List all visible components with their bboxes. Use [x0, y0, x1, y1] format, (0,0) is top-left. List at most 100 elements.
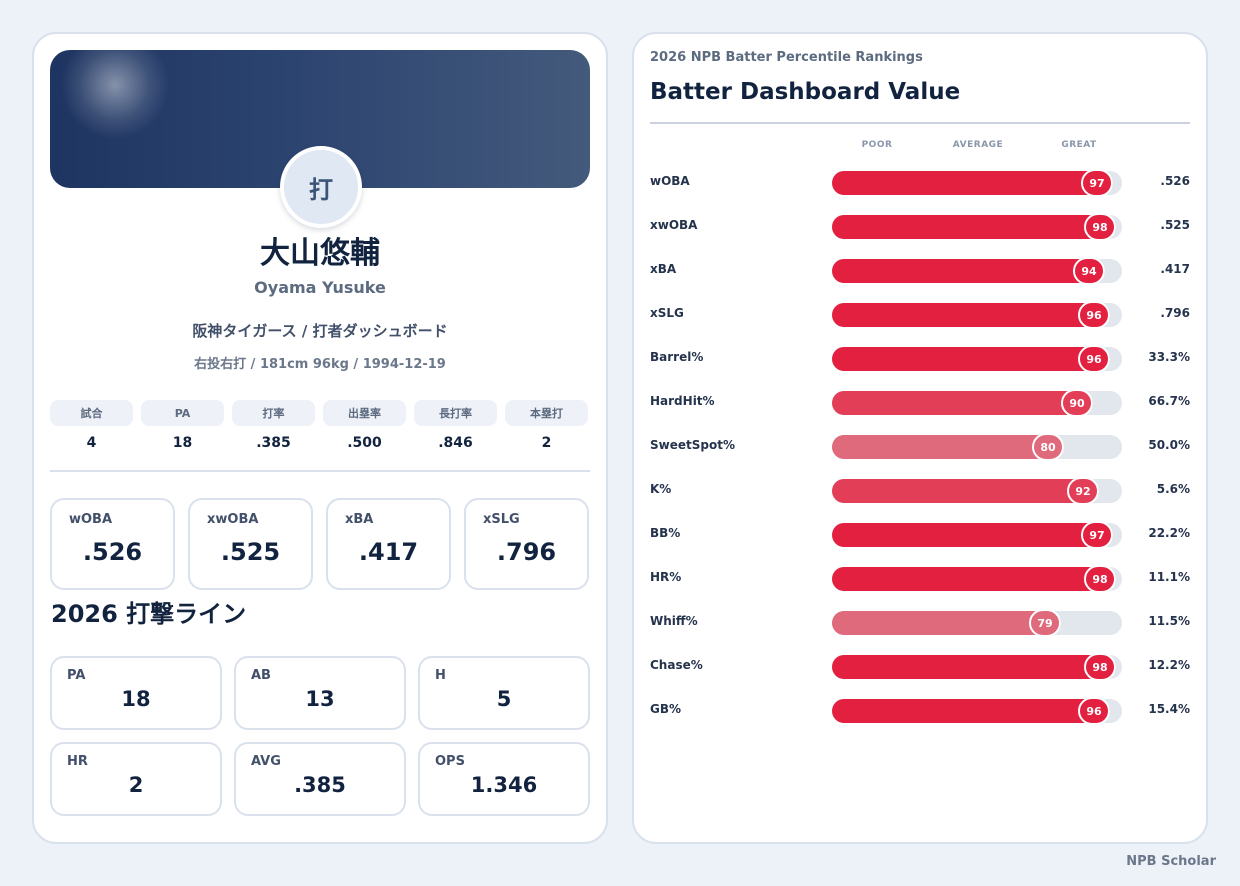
ranking-metric-name: Barrel% — [650, 350, 704, 364]
ranking-row: Whiff% 79 11.5% — [634, 608, 1206, 638]
ranking-metric-name: K% — [650, 482, 672, 496]
percentile-bar-fill — [832, 171, 1113, 195]
batting-line-value: 5 — [496, 687, 512, 711]
percentile-bar-fill — [832, 259, 1105, 283]
summary-header-row: 試合 PA 打率 出塁率 長打率 本塁打 — [50, 400, 590, 426]
metric-card-xba: xBA .417 — [326, 498, 451, 590]
percentile-marker: 98 — [1084, 213, 1116, 241]
percentile-bar-fill — [832, 567, 1116, 591]
percentile-bar-fill — [832, 479, 1099, 503]
ranking-metric-value: 11.1% — [1148, 570, 1190, 584]
metric-value: .796 — [496, 538, 557, 566]
summary-header-pa: PA — [141, 400, 224, 426]
ranking-row: xSLG 96 .796 — [634, 300, 1206, 330]
summary-value-row: 4 18 .385 .500 .846 2 — [50, 426, 590, 460]
percentile-rankings-card: 2026 NPB Batter Percentile Rankings Batt… — [632, 32, 1208, 844]
percentile-bar-track: 98 — [832, 213, 1122, 241]
summary-stats-table: 試合 PA 打率 出塁率 長打率 本塁打 4 18 .385 .500 .846… — [50, 400, 590, 460]
ranking-row: wOBA 97 .526 — [634, 168, 1206, 198]
summary-value-slg: .846 — [438, 435, 473, 451]
ranking-row: HardHit% 90 66.7% — [634, 388, 1206, 418]
percentile-marker: 92 — [1067, 477, 1099, 505]
ranking-row: SweetSpot% 80 50.0% — [634, 432, 1206, 462]
player-bio-line: 右投右打 / 181cm 96kg / 1994-12-19 — [194, 357, 446, 372]
ranking-row: Chase% 98 12.2% — [634, 652, 1206, 682]
ranking-metric-value: 33.3% — [1148, 350, 1190, 364]
summary-header-games: 試合 — [50, 400, 133, 426]
ranking-metric-value: 66.7% — [1148, 394, 1190, 408]
ranking-metric-value: .526 — [1160, 174, 1190, 188]
summary-header-slg: 長打率 — [414, 400, 497, 426]
batting-line-grid: PA 18 AB 13 H 5 HR 2 AVG .385 OPS 1.346 — [50, 656, 590, 816]
ranking-metric-name: xBA — [650, 262, 677, 276]
percentile-bar-track: 96 — [832, 345, 1122, 373]
summary-value-avg: .385 — [256, 435, 291, 451]
batting-line-title: 2026 打撃ライン — [51, 600, 247, 628]
percentile-bar-track: 96 — [832, 301, 1122, 329]
percentile-marker: 98 — [1084, 565, 1116, 593]
ranking-row: K% 92 5.6% — [634, 476, 1206, 506]
metric-label: wOBA — [69, 512, 113, 527]
batting-line-value: 2 — [128, 773, 144, 797]
player-profile-card: 打 大山悠輔 Oyama Yusuke 阪神タイガース / 打者ダッシュボード … — [32, 32, 608, 844]
rankings-title: Batter Dashboard Value — [650, 79, 961, 105]
metric-label: xSLG — [483, 512, 520, 527]
percentile-marker: 94 — [1073, 257, 1105, 285]
summary-header-hr: 本塁打 — [505, 400, 588, 426]
ranking-metric-name: Whiff% — [650, 614, 698, 628]
ranking-metric-value: 22.2% — [1148, 526, 1190, 540]
batting-line-value: 1.346 — [470, 773, 538, 797]
percentile-bar-fill — [832, 655, 1116, 679]
batting-line-label: H — [435, 668, 446, 683]
percentile-marker: 80 — [1032, 433, 1064, 461]
metric-value: .525 — [220, 538, 281, 566]
metric-value: .526 — [82, 538, 143, 566]
batting-line-card-avg: AVG .385 — [234, 742, 406, 816]
ranking-metric-value: 5.6% — [1156, 482, 1190, 496]
percentile-bar-fill — [832, 435, 1064, 459]
ranking-row: GB% 96 15.4% — [634, 696, 1206, 726]
summary-header-avg: 打率 — [232, 400, 315, 426]
batting-line-value: 13 — [305, 687, 335, 711]
percentile-bar-track: 90 — [832, 389, 1122, 417]
ranking-metric-name: wOBA — [650, 174, 690, 188]
percentile-marker: 79 — [1029, 609, 1061, 637]
banner-glow — [60, 50, 170, 140]
percentile-bar-fill — [832, 391, 1093, 415]
summary-value-obp: .500 — [347, 435, 382, 451]
ranking-row: xBA 94 .417 — [634, 256, 1206, 286]
ranking-metric-name: GB% — [650, 702, 682, 716]
percentile-bar-track: 79 — [832, 609, 1122, 637]
percentile-bar-track: 96 — [832, 697, 1122, 725]
metric-label: xBA — [345, 512, 374, 527]
ranking-metric-name: SweetSpot% — [650, 438, 735, 452]
player-romaji-name: Oyama Yusuke — [254, 278, 386, 297]
metric-value: .417 — [358, 538, 419, 566]
ranking-metric-name: xwOBA — [650, 218, 698, 232]
summary-value-pa: 18 — [172, 435, 193, 451]
ranking-row: BB% 97 22.2% — [634, 520, 1206, 550]
batting-line-card-ops: OPS 1.346 — [418, 742, 590, 816]
brand-watermark: NPB Scholar — [1126, 854, 1216, 869]
batting-line-label: AVG — [251, 754, 281, 769]
percentile-bar-track: 80 — [832, 433, 1122, 461]
ranking-metric-value: 12.2% — [1148, 658, 1190, 672]
batting-line-value: .385 — [294, 773, 346, 797]
percentile-bar-track: 98 — [832, 653, 1122, 681]
ranking-row: xwOBA 98 .525 — [634, 212, 1206, 242]
expected-metrics-row: wOBA .526 xwOBA .525 xBA .417 xSLG .796 — [50, 498, 590, 590]
percentile-marker: 90 — [1061, 389, 1093, 417]
scale-label-great: GREAT — [1061, 140, 1097, 150]
percentile-bar-fill — [832, 347, 1110, 371]
rankings-subtitle: 2026 NPB Batter Percentile Rankings — [650, 50, 923, 65]
rankings-divider — [650, 122, 1190, 124]
metric-card-woba: wOBA .526 — [50, 498, 175, 590]
ranking-row: HR% 98 11.1% — [634, 564, 1206, 594]
summary-value-hr: 2 — [541, 435, 552, 451]
player-avatar: 打 — [280, 146, 362, 228]
summary-divider — [50, 470, 590, 472]
ranking-metric-value: 50.0% — [1148, 438, 1190, 452]
percentile-bar-fill — [832, 303, 1110, 327]
player-name: 大山悠輔 — [260, 236, 380, 271]
percentile-marker: 97 — [1081, 169, 1113, 197]
